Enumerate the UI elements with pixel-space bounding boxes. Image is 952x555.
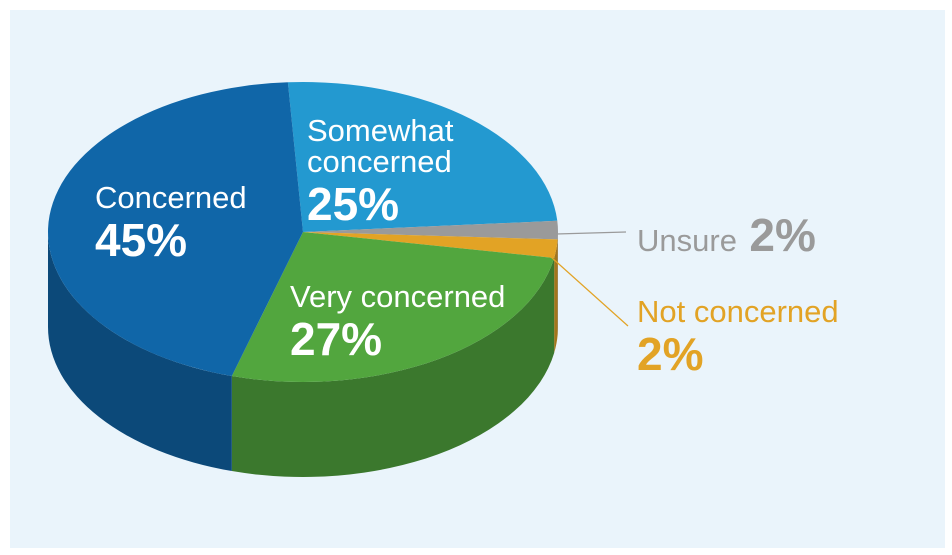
value-label: 2% [637, 328, 704, 380]
category-label: Concerned [95, 180, 247, 215]
slice [303, 232, 558, 258]
leader-line [555, 231, 627, 235]
value-label: 27% [290, 313, 383, 365]
slice-label: Very concerned 27% [290, 281, 590, 362]
category-label: Unsure [637, 223, 737, 258]
category-label: Very concerned [290, 279, 506, 314]
slice [303, 220, 558, 240]
category-label: Somewhat concerned [307, 113, 454, 179]
slice [231, 232, 555, 383]
value-label: 2% [749, 209, 816, 261]
slice [287, 81, 558, 232]
value-label: 25% [307, 178, 400, 230]
slice [48, 82, 304, 377]
leader-line [550, 256, 629, 327]
category-label: Not concerned [637, 294, 839, 329]
slice-label: Not concerned 2% [637, 296, 937, 377]
slice-label: Unsure 2% [637, 212, 937, 258]
slice-side [231, 257, 555, 478]
slice-side [554, 239, 558, 353]
slice-label: Somewhat concerned 25% [307, 115, 507, 227]
value-label: 45% [95, 214, 188, 266]
slice-label: Concerned 45% [95, 182, 295, 263]
slice-side [48, 232, 232, 472]
